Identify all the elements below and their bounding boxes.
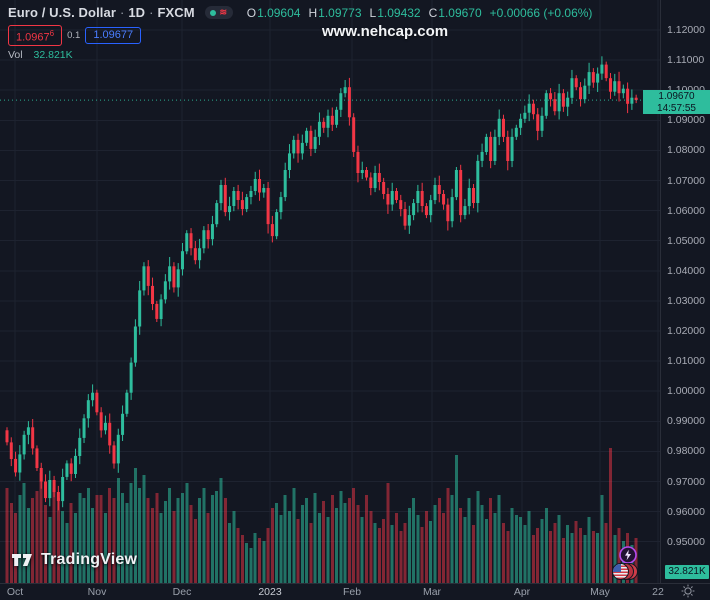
watermark: www.nehcap.com [322, 23, 449, 40]
price-axis-label: 1.12000 [667, 24, 705, 36]
ask-price-button[interactable]: 1.09677 [85, 27, 142, 44]
bid-sup-digit: 6 [49, 28, 55, 38]
ohlc-readout: O1.09604 H1.09773 L1.09432 C1.09670 +0.00066… [247, 6, 593, 20]
price-axis-label: 1.03000 [667, 295, 705, 307]
time-axis-label: May [590, 586, 610, 598]
tradingview-logo-icon [12, 554, 32, 566]
provider-flag-icon: ≋ [219, 7, 227, 17]
low-label: L [369, 5, 377, 20]
price-axis-label: 1.04000 [667, 265, 705, 277]
price-axis-label: 1.01000 [667, 355, 705, 367]
high-value: 1.09773 [318, 5, 362, 20]
low-value: 1.09432 [377, 5, 421, 20]
volume-label: Vol [8, 49, 23, 61]
price-axis-label: 0.99000 [667, 415, 705, 427]
market-status-pill[interactable]: ≋ [204, 6, 233, 19]
candlestick-chart-pane[interactable] [0, 0, 660, 583]
exchange-label[interactable]: FXCM [157, 5, 195, 20]
time-axis-label: 22 [652, 586, 664, 598]
close-value: 1.09670 [438, 5, 482, 20]
price-axis-label: 1.09000 [667, 114, 705, 126]
time-axis-label: 2023 [258, 586, 282, 598]
us-flag-icon [612, 563, 629, 580]
price-axis-label: 1.11000 [667, 54, 705, 66]
price-axis-label: 1.00000 [667, 385, 705, 397]
open-value: 1.09604 [257, 5, 301, 20]
bid-price-button[interactable]: 1.09676 [8, 24, 63, 47]
spread-value: 0.1 [67, 30, 81, 41]
candle-series [5, 56, 638, 511]
settings-gear-icon[interactable] [681, 584, 695, 600]
volume-value: 32.821K [33, 49, 73, 61]
volume-axis-badge: 32.821K [665, 565, 709, 579]
time-axis-label: Dec [172, 586, 192, 598]
symbol-title[interactable]: Euro / U.S. Dollar [8, 5, 116, 20]
grid-lines [0, 0, 660, 583]
time-axis-label: Feb [342, 586, 362, 598]
volume-series [5, 448, 638, 583]
market-open-dot-icon [210, 9, 217, 16]
price-axis-label: 1.08000 [667, 144, 705, 156]
time-axis[interactable]: Oct Nov Dec 2023 Feb Mar Apr May 22 [0, 583, 710, 600]
last-price-badge: 1.09670 14:57:55 [643, 90, 710, 114]
interval-label[interactable]: 1D [128, 5, 146, 20]
last-price-value: 1.09670 [658, 91, 695, 102]
change-value: +0.00066 (+0.06%) [489, 5, 593, 20]
price-axis-label: 1.07000 [667, 175, 705, 187]
price-axis-label: 0.96000 [667, 506, 705, 518]
price-axis-label: 0.98000 [667, 445, 705, 457]
high-label: H [308, 5, 318, 20]
open-label: O [246, 5, 257, 20]
price-axis-label: 0.95000 [667, 536, 705, 548]
price-axis-label: 1.02000 [667, 325, 705, 337]
tradingview-wordmark: TradingView [41, 551, 138, 568]
bid-value: 1.0967 [16, 31, 50, 44]
title-separator: · [119, 5, 125, 20]
time-axis-label: Mar [422, 586, 442, 598]
chart-legend-header: Euro / U.S. Dollar · 1D · FXCM ≋ O1.0960… [8, 4, 592, 61]
price-axis-label: 0.97000 [667, 476, 705, 488]
time-axis-label: Oct [6, 586, 24, 598]
us-flag-stack-icon[interactable] [612, 563, 644, 581]
time-axis-label: Nov [87, 586, 107, 598]
tradingview-logo[interactable]: TradingView [12, 551, 137, 569]
title-separator: · [149, 5, 154, 20]
price-axis-label: 1.06000 [667, 205, 705, 217]
bar-countdown: 14:57:55 [657, 102, 696, 114]
volume-indicator-legend[interactable]: Vol 32.821K [8, 49, 592, 61]
price-axis-label: 1.05000 [667, 235, 705, 247]
time-axis-label: Apr [513, 586, 531, 598]
close-label: C [428, 5, 438, 20]
ask-value: 1.09677 [93, 29, 134, 41]
price-axis[interactable]: 1.120001.110001.100001.090001.080001.070… [660, 0, 710, 583]
